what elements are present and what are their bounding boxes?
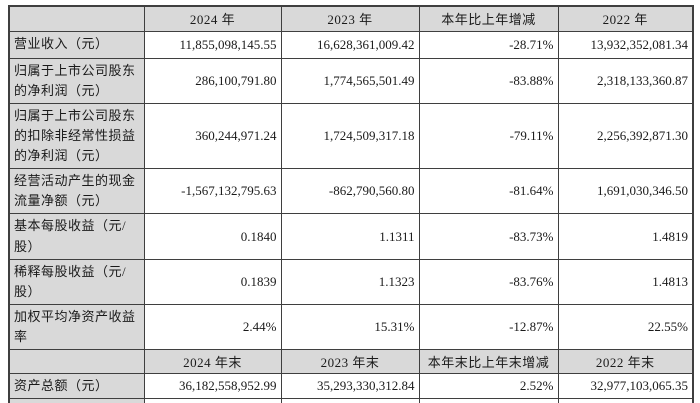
row-label: 归属于上市公司股东的净利润（元） bbox=[8, 57, 145, 104]
value-2024: 2.44% bbox=[143, 304, 282, 351]
header-cell-empty bbox=[8, 349, 145, 375]
table-row-basic-eps: 基本每股收益（元/股） 0.1840 1.1311 -83.73% 1.4819 bbox=[8, 213, 694, 260]
value-2024: 11,855,098,145.55 bbox=[143, 30, 282, 59]
value-2022: 11,125,213,190.76 bbox=[557, 398, 694, 403]
value-2023: 35,293,330,312.84 bbox=[280, 373, 420, 400]
value-2023: 16,628,361,009.42 bbox=[280, 30, 420, 59]
value-change: -83.76% bbox=[418, 258, 559, 306]
row-label: 基本每股收益（元/股） bbox=[8, 213, 145, 260]
value-change: -12.87% bbox=[418, 304, 559, 351]
value-2023: 1.1311 bbox=[280, 213, 420, 260]
table-header-year-end: 2024 年末 2023 年末 本年末比上年末增减 2022 年末 bbox=[8, 349, 694, 375]
table-row-operating-cash-flow: 经营活动产生的现金流量净额（元） -1,567,132,795.63 -862,… bbox=[8, 168, 694, 215]
table-row-total-assets: 资产总额（元） 36,182,558,952.99 35,293,330,312… bbox=[8, 373, 694, 400]
value-2022: 2,256,392,871.30 bbox=[557, 102, 694, 170]
header-cell-yoy-change: 本年比上年增减 bbox=[418, 5, 559, 32]
table-row-revenue: 营业收入（元） 11,855,098,145.55 16,628,361,009… bbox=[8, 30, 694, 59]
header-cell-2023: 2023 年 bbox=[280, 5, 420, 32]
row-label: 归属于上市公司股东的扣除非经常性损益的净利润（元） bbox=[8, 102, 145, 170]
value-change: -83.88% bbox=[418, 57, 559, 104]
row-label: 归属于上市公司股东的净资产（元） bbox=[8, 398, 145, 403]
value-2024: -1,567,132,795.63 bbox=[143, 168, 282, 215]
row-label: 营业收入（元） bbox=[8, 30, 145, 59]
table-row-net-profit: 归属于上市公司股东的净利润（元） 286,100,791.80 1,774,56… bbox=[8, 57, 694, 104]
value-2024: 36,182,558,952.99 bbox=[143, 373, 282, 400]
header-cell-yoy-end-change: 本年末比上年末增减 bbox=[418, 349, 559, 375]
value-change: -81.64% bbox=[418, 168, 559, 215]
header-cell-2024: 2024 年 bbox=[143, 5, 282, 32]
value-2022: 32,977,103,065.35 bbox=[557, 373, 694, 400]
header-cell-empty bbox=[8, 5, 145, 32]
row-label: 经营活动产生的现金流量净额（元） bbox=[8, 168, 145, 215]
value-2023: 15.31% bbox=[280, 304, 420, 351]
row-label: 稀释每股收益（元/股） bbox=[8, 258, 145, 306]
row-label: 资产总额（元） bbox=[8, 373, 145, 400]
value-2024: 360,244,971.24 bbox=[143, 102, 282, 170]
header-cell-2022: 2022 年 bbox=[557, 5, 694, 32]
table-header-current-year: 2024 年 2023 年 本年比上年增减 2022 年 bbox=[8, 5, 694, 32]
value-2022: 1,691,030,346.50 bbox=[557, 168, 694, 215]
header-cell-2024-end: 2024 年末 bbox=[143, 349, 282, 375]
header-cell-2022-end: 2022 年末 bbox=[557, 349, 694, 375]
value-2022: 1.4813 bbox=[557, 258, 694, 306]
table-row-net-assets: 归属于上市公司股东的净资产（元） 11,597,531,383.37 11,84… bbox=[8, 398, 694, 403]
value-2022: 2,318,133,360.87 bbox=[557, 57, 694, 104]
value-change: -28.71% bbox=[418, 30, 559, 59]
value-change: -79.11% bbox=[418, 102, 559, 170]
value-2022: 1.4819 bbox=[557, 213, 694, 260]
value-2024: 286,100,791.80 bbox=[143, 57, 282, 104]
value-change: -83.73% bbox=[418, 213, 559, 260]
table-row-weighted-avg-roe: 加权平均净资产收益率 2.44% 15.31% -12.87% 22.55% bbox=[8, 304, 694, 351]
value-2022: 22.55% bbox=[557, 304, 694, 351]
row-label: 加权平均净资产收益率 bbox=[8, 304, 145, 351]
value-2023: 1,774,565,501.49 bbox=[280, 57, 420, 104]
value-2023: 1,724,509,317.18 bbox=[280, 102, 420, 170]
financial-summary-table: 2024 年 2023 年 本年比上年增减 2022 年 营业收入（元） 11,… bbox=[8, 5, 694, 403]
value-change: 2.52% bbox=[418, 373, 559, 400]
header-cell-2023-end: 2023 年末 bbox=[280, 349, 420, 375]
value-change: -2.12% bbox=[418, 398, 559, 403]
value-2024: 11,597,531,383.37 bbox=[143, 398, 282, 403]
value-2023: 11,848,337,372.87 bbox=[280, 398, 420, 403]
value-2022: 13,932,352,081.34 bbox=[557, 30, 694, 59]
table-row-diluted-eps: 稀释每股收益（元/股） 0.1839 1.1323 -83.76% 1.4813 bbox=[8, 258, 694, 306]
value-2023: 1.1323 bbox=[280, 258, 420, 306]
table-row-net-profit-excl-nonrecurring: 归属于上市公司股东的扣除非经常性损益的净利润（元） 360,244,971.24… bbox=[8, 102, 694, 170]
value-2024: 0.1840 bbox=[143, 213, 282, 260]
value-2024: 0.1839 bbox=[143, 258, 282, 306]
value-2023: -862,790,560.80 bbox=[280, 168, 420, 215]
